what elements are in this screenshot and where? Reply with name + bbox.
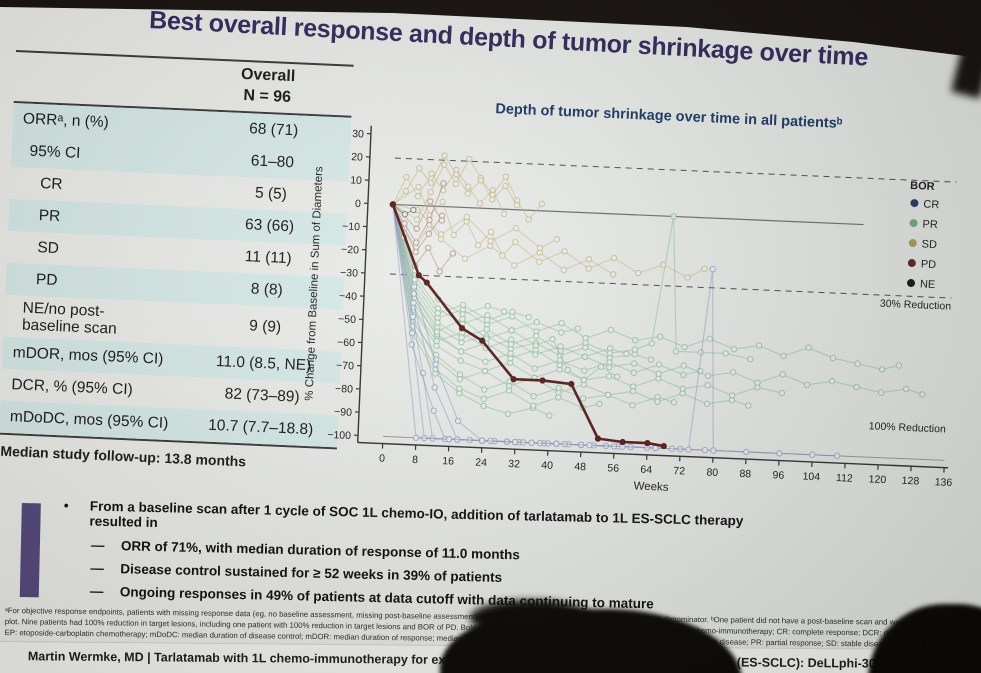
svg-text:112: 112 — [836, 472, 853, 485]
tumor-shrinkage-spider-plot: 30 20 10 0 −10 −20 −30 −40 −50 −60 −70 −80 −90 −100 0 8… — [303, 125, 957, 494]
svg-text:BOR: BOR — [910, 180, 935, 193]
svg-text:PD: PD — [921, 258, 937, 271]
patient-series — [389, 152, 926, 460]
svg-text:136: 136 — [934, 476, 952, 489]
svg-text:0: 0 — [355, 198, 362, 210]
bullet-dash: — — [89, 583, 104, 599]
bullet-dash: — — [90, 537, 105, 553]
svg-text:CR: CR — [923, 198, 939, 211]
bullet-list: • From a baseline scan after 1 cycle of S… — [62, 498, 792, 614]
svg-text:10: 10 — [350, 174, 362, 186]
svg-text:−50: −50 — [338, 313, 356, 326]
svg-text:Weeks: Weeks — [633, 480, 669, 493]
median-line — [389, 201, 667, 450]
spider-plot-panel: 30 20 10 0 −10 −20 −30 −40 −50 −60 −70 −80 −90 −100 0 8… — [303, 84, 978, 511]
svg-text:30: 30 — [352, 128, 364, 140]
svg-text:72: 72 — [673, 465, 685, 477]
svg-text:−90: −90 — [334, 406, 352, 419]
row-label: mDOR, mos (95% CI) — [12, 344, 164, 368]
svg-text:40: 40 — [541, 459, 553, 471]
row-label: SD — [37, 239, 60, 258]
svg-text:32: 32 — [508, 458, 520, 470]
audience-head-silhouette — [930, 630, 981, 673]
svg-text:SD: SD — [921, 238, 937, 251]
bullet-dot: • — [63, 497, 69, 514]
takeaway-block: • From a baseline scan after 1 cycle of S… — [19, 497, 792, 622]
svg-text:−80: −80 — [335, 383, 353, 396]
row-label: PR — [38, 207, 61, 226]
row-label: DCR, % (95% CI) — [11, 376, 134, 399]
svg-text:−40: −40 — [339, 290, 357, 303]
row-label: CR — [39, 175, 63, 194]
svg-text:0: 0 — [379, 452, 386, 464]
svg-text:−20: −20 — [341, 244, 359, 257]
row-label: 95% CI — [29, 142, 81, 162]
svg-text:56: 56 — [607, 462, 619, 474]
svg-text:120: 120 — [868, 473, 886, 486]
svg-text:96: 96 — [772, 469, 784, 481]
svg-text:−30: −30 — [340, 267, 358, 280]
svg-text:104: 104 — [802, 471, 820, 484]
svg-text:−60: −60 — [337, 336, 355, 349]
svg-text:88: 88 — [739, 468, 751, 480]
svg-text:48: 48 — [574, 461, 586, 473]
svg-text:64: 64 — [640, 464, 652, 476]
svg-text:20: 20 — [351, 151, 363, 163]
svg-text:100% Reduction: 100% Reduction — [869, 420, 947, 435]
row-label: PD — [35, 271, 58, 290]
svg-text:PR: PR — [922, 218, 938, 231]
svg-text:128: 128 — [901, 475, 919, 488]
bullet-text: Disease control sustained for ≥ 52 weeks… — [120, 561, 503, 585]
row-label: NE/no post- baseline scan — [21, 299, 118, 338]
svg-text:8: 8 — [412, 454, 419, 466]
svg-text:30% Reduction: 30% Reduction — [880, 298, 952, 313]
svg-text:−70: −70 — [336, 360, 354, 373]
purple-accent-bar — [19, 502, 41, 598]
row-label: ORRᵃ, n (%) — [22, 110, 110, 132]
table-rows: ORRᵃ, n (%) 68 (71) 95% CI 61–80 CR 5 (5) PR 63… — [0, 100, 352, 450]
svg-text:24: 24 — [475, 457, 487, 469]
threshold-labels: 30% Reduction 100% Reduction — [869, 298, 952, 436]
response-table: Overall N = 96 ORRᵃ, n (%) 68 (71) 95% CI 6… — [0, 50, 354, 473]
svg-text:−10: −10 — [342, 221, 360, 234]
svg-text:16: 16 — [442, 455, 454, 467]
svg-text:−100: −100 — [327, 429, 351, 442]
footer-author-title: Martin Wermke, MD | Tarlatamab with 1L c… — [27, 649, 504, 668]
svg-text:NE: NE — [920, 278, 936, 291]
row-label: mDoDC, mos (95% CI) — [9, 408, 169, 433]
bullet-text: ORR of 71%, with median duration of resp… — [120, 538, 521, 563]
legend: BOR CR PR SD PD NE — [907, 180, 940, 291]
bullet-dash: — — [90, 560, 105, 576]
svg-text:80: 80 — [706, 466, 718, 478]
